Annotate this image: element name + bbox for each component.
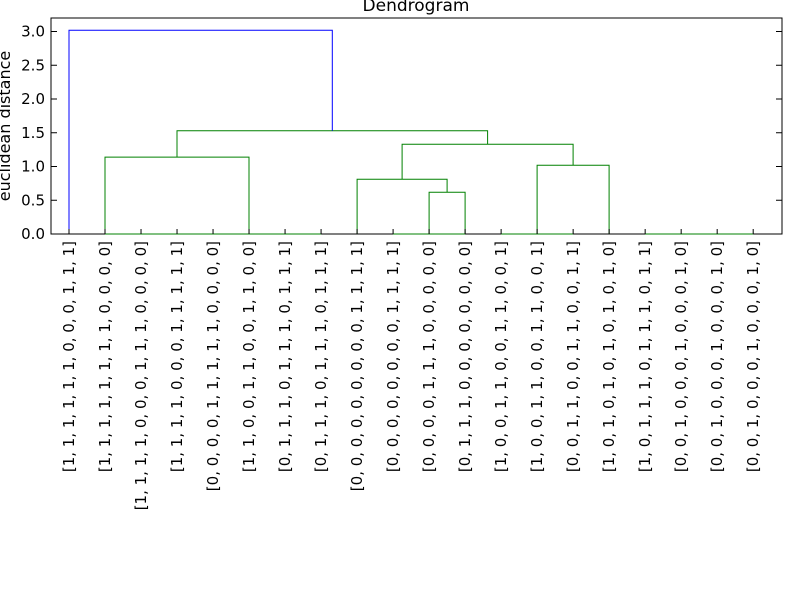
dendrogram-link xyxy=(68,29,333,234)
x-leaf-label: [1, 1, 1, 1, 1, 1, 1, 1, 0, 0, 0, 0] xyxy=(96,241,114,472)
y-tick-label: 1.5 xyxy=(21,124,45,142)
x-leaf-label: [0, 1, 1, 1, 0, 1, 1, 1, 0, 1, 1, 1] xyxy=(312,241,330,472)
x-leaf-label: [0, 0, 0, 0, 0, 0, 0, 0, 0, 1, 1, 1, 1] xyxy=(348,241,366,491)
x-leaf-label: [0, 0, 1, 0, 0, 0, 1, 0, 0, 0, 1, 0] xyxy=(708,241,726,472)
y-axis-ticks: 0.0 0.5 1.0 1.5 2.0 2.5 3.0 xyxy=(21,23,782,243)
x-leaf-label: [1, 1, 0, 0, 1, 1, 0, 0, 1, 1, 0, 0] xyxy=(240,241,258,472)
x-leaf-label: [1, 0, 0, 1, 1, 0, 0, 1, 1, 0, 0, 1] xyxy=(492,241,510,472)
x-leaf-label: [1, 1, 1, 1, 1, 1, 0, 0, 0, 1, 1, 1] xyxy=(60,241,78,472)
x-leaf-label: [1, 1, 1, 1, 0, 0, 0, 1, 1, 1, 1, 1] xyxy=(168,241,186,472)
x-leaf-label: [1, 0, 1, 0, 1, 0, 1, 0, 1, 0, 1, 0] xyxy=(600,241,618,472)
x-leaf-label: [0, 0, 1, 1, 0, 0, 1, 1, 0, 0, 1, 1] xyxy=(564,241,582,472)
y-tick-label: 0.0 xyxy=(21,225,45,243)
x-leaf-label: [0, 0, 0, 0, 1, 1, 1, 1, 1, 0, 0, 0, 0] xyxy=(204,241,222,491)
y-tick-label: 1.0 xyxy=(21,158,45,176)
dendrogram-links xyxy=(68,29,754,235)
x-leaf-label: [0, 1, 1, 1, 0, 1, 1, 1, 0, 1, 1, 1] xyxy=(276,241,294,472)
x-axis-leaf-labels: [1, 1, 1, 1, 1, 1, 0, 0, 0, 1, 1, 1] [1, … xyxy=(60,229,762,510)
x-leaf-label: [1, 0, 0, 1, 1, 0, 0, 1, 1, 0, 0, 1] xyxy=(528,241,546,472)
x-leaf-label: [0, 0, 0, 0, 0, 0, 0, 0, 1, 1, 1, 1] xyxy=(384,241,402,472)
y-axis-label: euclidean distance xyxy=(0,51,14,202)
y-tick-label: 2.0 xyxy=(21,90,45,108)
plot-area xyxy=(50,17,783,235)
x-leaf-label: [0, 0, 1, 0, 0, 0, 1, 0, 0, 0, 1, 0] xyxy=(744,241,762,472)
y-tick-label: 0.5 xyxy=(21,191,45,209)
x-leaf-label: [0, 0, 1, 0, 0, 0, 1, 0, 0, 0, 1, 0] xyxy=(672,241,690,472)
y-tick-label: 2.5 xyxy=(21,56,45,74)
x-leaf-label: [0, 0, 0, 0, 1, 1, 1, 0, 0, 0, 0, 0] xyxy=(420,241,438,472)
x-leaf-label: [1, 1, 1, 1, 0, 0, 0, 1, 1, 1, 0, 0, 0, … xyxy=(132,241,150,510)
x-leaf-label: [0, 1, 1, 1, 0, 0, 0, 0, 0, 0, 0, 0] xyxy=(456,241,474,472)
x-leaf-label: [1, 0, 1, 1, 1, 0, 1, 1, 1, 0, 1, 1] xyxy=(636,241,654,472)
chart-title: Dendrogram xyxy=(363,0,470,16)
y-tick-label: 3.0 xyxy=(21,23,45,41)
